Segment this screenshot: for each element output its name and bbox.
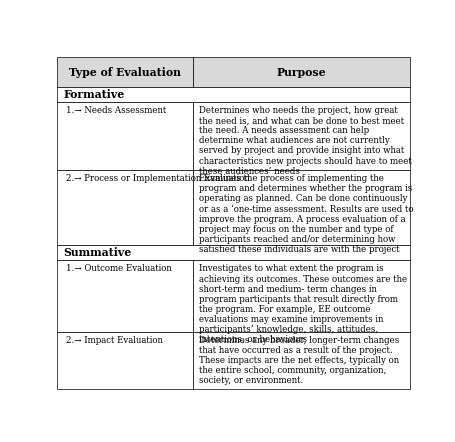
Bar [192, 57, 410, 87]
Bar [192, 332, 410, 389]
Bar [57, 102, 192, 170]
Text: 1.→ Outcome Evaluation: 1.→ Outcome Evaluation [66, 264, 172, 274]
Text: Type of Evaluation: Type of Evaluation [69, 67, 181, 78]
Bar [192, 260, 410, 332]
Bar [57, 332, 192, 389]
Text: Investigates to what extent the program is
achieving its outcomes. These outcome: Investigates to what extent the program … [199, 264, 407, 344]
Text: Purpose: Purpose [276, 67, 326, 78]
Text: 2.→ Process or Implementation Evaluation: 2.→ Process or Implementation Evaluation [66, 174, 250, 183]
Bar [57, 170, 192, 245]
Text: Formative: Formative [63, 89, 125, 100]
Text: Determines any broader, longer-term changes
that have occurred as a result of th: Determines any broader, longer-term chan… [199, 336, 399, 385]
Text: Summative: Summative [63, 248, 131, 258]
Bar [57, 87, 410, 102]
Bar [192, 102, 410, 170]
Text: 2.→ Impact Evaluation: 2.→ Impact Evaluation [66, 336, 163, 345]
Bar [192, 170, 410, 245]
Text: Examines the process of implementing the
program and determines whether the prog: Examines the process of implementing the… [199, 174, 414, 254]
Text: 1.→ Needs Assessment: 1.→ Needs Assessment [66, 106, 167, 115]
Bar [57, 245, 410, 260]
Bar [57, 260, 192, 332]
Text: Determines who needs the project, how great
the need is, and what can be done to: Determines who needs the project, how gr… [199, 106, 412, 175]
Bar [57, 57, 192, 87]
